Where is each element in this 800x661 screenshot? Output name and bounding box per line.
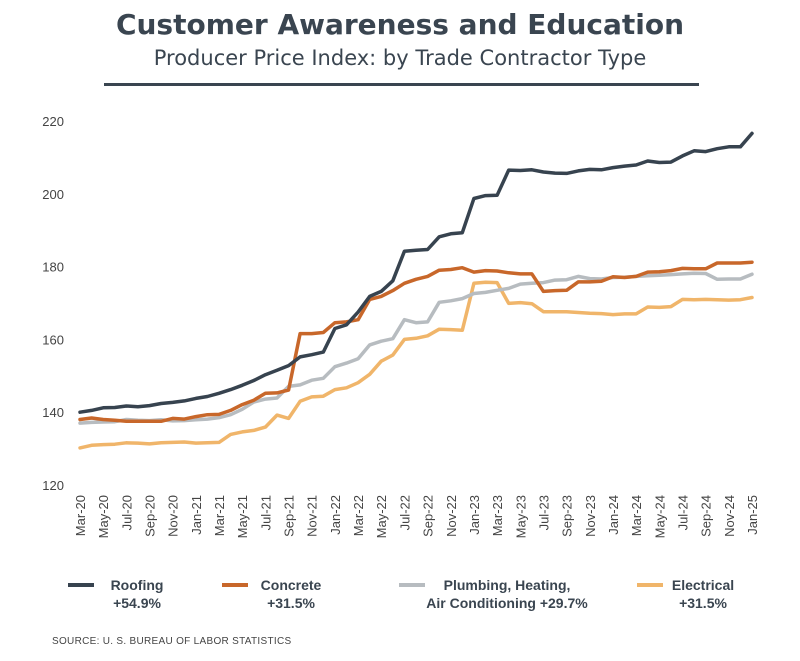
y-tick-label: 120 [42, 478, 64, 493]
chart-title: Customer Awareness and Education [115, 8, 685, 41]
x-tick-label: Sep-23 [560, 495, 575, 537]
x-tick-label: Sep-24 [699, 495, 714, 537]
series-lines [78, 131, 754, 450]
y-axis: 120 140 160 180 200 220 [42, 114, 64, 493]
x-tick-label: Nov-21 [305, 495, 320, 537]
y-tick-label: 200 [42, 187, 64, 202]
x-tick-label: Jul-20 [119, 495, 134, 530]
x-tick-label: Sep-22 [421, 495, 436, 537]
y-tick-label: 140 [42, 405, 64, 420]
legend-swatch-electrical [637, 583, 663, 587]
x-tick-label: Jan-22 [328, 495, 343, 535]
x-tick-label: Jul-24 [675, 495, 690, 530]
x-tick-label: Jul-22 [397, 495, 412, 530]
source-note: SOURCE: U. S. BUREAU OF LABOR STATISTICS [52, 636, 292, 647]
x-tick-label: May-20 [96, 495, 111, 538]
x-tick-label: Nov-20 [166, 495, 181, 537]
title-divider [104, 83, 699, 86]
legend-swatch-plumbing [399, 583, 425, 587]
series-line-concrete [78, 260, 754, 424]
legend-swatch-concrete [222, 583, 248, 587]
x-tick-label: Jan-24 [606, 495, 621, 535]
y-tick-label: 160 [42, 332, 64, 347]
legend-label-plumbing: Plumbing, Heating, Air Conditioning +29.… [426, 577, 588, 611]
series-line-electrical [78, 280, 754, 450]
x-tick-label: Jul-21 [258, 495, 273, 530]
chart-subtitle: Producer Price Index: by Trade Contracto… [153, 46, 647, 70]
x-tick-label: Jan-25 [745, 495, 760, 535]
x-tick-label: May-24 [652, 495, 667, 538]
x-tick-label: Nov-24 [722, 495, 737, 537]
x-tick-label: May-23 [513, 495, 528, 538]
x-tick-label: Mar-20 [73, 495, 88, 536]
legend-swatch-roofing [68, 583, 94, 587]
x-tick-label: Nov-23 [583, 495, 598, 537]
x-tick-label: Mar-22 [351, 495, 366, 536]
x-tick-label: Nov-22 [444, 495, 459, 537]
y-tick-label: 180 [42, 260, 64, 275]
x-tick-label: May-21 [235, 495, 250, 538]
x-axis: Mar-20 May-20 Jul-20 Sep-20 Nov-20 Jan-21 Mar-… [73, 495, 760, 538]
x-tick-label: Jul-23 [536, 495, 551, 530]
x-tick-label: Jan-21 [189, 495, 204, 535]
x-tick-label: Sep-21 [282, 495, 297, 537]
legend-label-roofing: Roofing +54.9% [110, 577, 164, 611]
x-tick-label: Mar-21 [212, 495, 227, 536]
x-tick-label: Jan-23 [467, 495, 482, 535]
x-tick-label: Sep-20 [143, 495, 158, 537]
line-chart: 120 140 160 180 200 220 Mar-20 May-20 Jul-20 Sep… [42, 114, 760, 538]
series-line-roofing [78, 131, 754, 414]
y-tick-label: 220 [42, 114, 64, 129]
legend-label-concrete: Concrete +31.5% [260, 577, 322, 611]
x-tick-label: Mar-23 [490, 495, 505, 536]
legend-label-electrical: Electrical +31.5% [671, 577, 735, 611]
x-tick-label: Mar-24 [629, 495, 644, 536]
x-tick-label: May-22 [374, 495, 389, 538]
